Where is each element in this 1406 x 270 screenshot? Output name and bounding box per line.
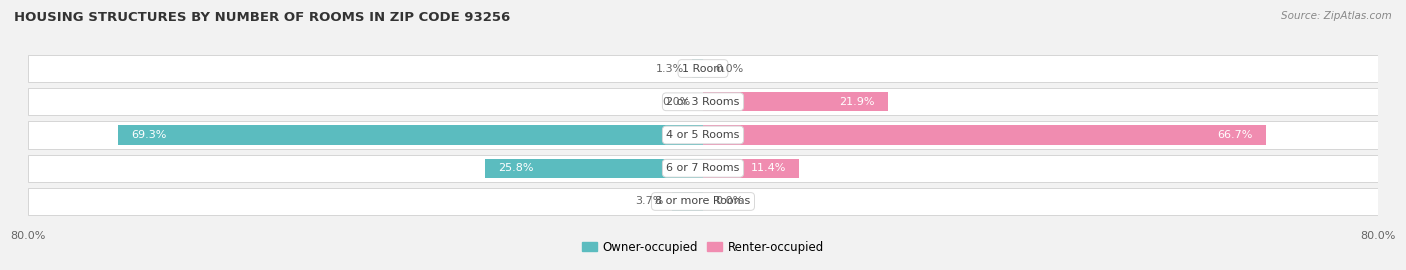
Text: 1 Room: 1 Room	[682, 63, 724, 73]
Text: 0.0%: 0.0%	[662, 97, 690, 107]
Bar	[703, 158, 799, 178]
Bar	[28, 188, 1378, 215]
Bar	[692, 59, 703, 78]
Text: 1.3%: 1.3%	[655, 63, 683, 73]
Bar	[28, 88, 1378, 115]
Bar	[485, 158, 703, 178]
Text: 25.8%: 25.8%	[498, 163, 533, 173]
Bar	[28, 55, 1378, 82]
Text: 6 or 7 Rooms: 6 or 7 Rooms	[666, 163, 740, 173]
Text: Source: ZipAtlas.com: Source: ZipAtlas.com	[1281, 11, 1392, 21]
Bar	[118, 125, 703, 145]
Bar	[28, 155, 1378, 182]
Text: 4 or 5 Rooms: 4 or 5 Rooms	[666, 130, 740, 140]
Text: 8 or more Rooms: 8 or more Rooms	[655, 197, 751, 207]
Text: 3.7%: 3.7%	[636, 197, 664, 207]
Text: HOUSING STRUCTURES BY NUMBER OF ROOMS IN ZIP CODE 93256: HOUSING STRUCTURES BY NUMBER OF ROOMS IN…	[14, 11, 510, 24]
Text: 0.0%: 0.0%	[716, 63, 744, 73]
Text: 11.4%: 11.4%	[751, 163, 786, 173]
Bar	[28, 122, 1378, 148]
Text: 0.0%: 0.0%	[716, 197, 744, 207]
Bar	[703, 125, 1265, 145]
Text: 66.7%: 66.7%	[1218, 130, 1253, 140]
Bar	[703, 92, 887, 112]
Text: 2 or 3 Rooms: 2 or 3 Rooms	[666, 97, 740, 107]
Legend: Owner-occupied, Renter-occupied: Owner-occupied, Renter-occupied	[582, 241, 824, 254]
Bar	[672, 192, 703, 211]
Text: 21.9%: 21.9%	[839, 97, 875, 107]
Text: 69.3%: 69.3%	[131, 130, 166, 140]
